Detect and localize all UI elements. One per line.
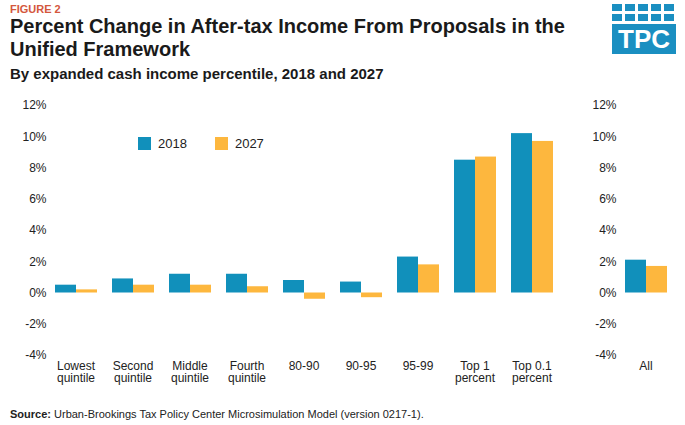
svg-text:0%: 0% [29, 286, 47, 300]
svg-text:-4%: -4% [25, 348, 47, 362]
html-text:By expanded cash income percen: By expanded cash income percentile, 2018… [10, 65, 384, 82]
svg-text:Fourthquintile: Fourthquintile [228, 359, 266, 385]
svg-text:2%: 2% [29, 255, 47, 269]
svg-text:-2%: -2% [595, 317, 617, 331]
svg-text:6%: 6% [599, 192, 617, 206]
svg-text:10%: 10% [22, 130, 46, 144]
svg-text:Lowestquintile: Lowestquintile [57, 359, 96, 385]
svg-text:-4%: -4% [595, 348, 617, 362]
html-text:2018: 2018 [158, 136, 187, 151]
svg-text:-2%: -2% [25, 317, 47, 331]
svg-text:Top 1percent: Top 1percent [455, 359, 496, 385]
svg-text:Top 0.1percent: Top 0.1percent [512, 359, 553, 385]
svg-text:4%: 4% [29, 223, 47, 237]
svg-text:4%: 4% [599, 223, 617, 237]
html-text:FIGURE 2: FIGURE 2 [10, 3, 61, 15]
svg-text:8%: 8% [599, 161, 617, 175]
svg-text:12%: 12% [592, 98, 616, 112]
html-text:Source: Urban-Brookings Tax Po: Source: Urban-Brookings Tax Policy Cente… [10, 408, 424, 420]
svg-text:12%: 12% [22, 98, 46, 112]
svg-text:10%: 10% [592, 130, 616, 144]
svg-text:90-95: 90-95 [346, 359, 377, 373]
html-text:2027: 2027 [234, 136, 264, 151]
svg-text:80-90: 80-90 [289, 359, 320, 373]
svg-text:All: All [639, 359, 652, 373]
svg-text:95-99: 95-99 [403, 359, 434, 373]
html-text:Percent Change in After-tax In: Percent Change in After-tax Income From … [10, 15, 565, 60]
svg-text:0%: 0% [599, 286, 617, 300]
svg-text:6%: 6% [29, 192, 47, 206]
svg-text:Middlequintile: Middlequintile [171, 359, 209, 385]
svg-text:8%: 8% [29, 161, 47, 175]
svg-text:2%: 2% [599, 255, 617, 269]
svg-text:Secondquintile: Secondquintile [113, 359, 154, 385]
html-text:TPC: TPC [618, 24, 670, 54]
